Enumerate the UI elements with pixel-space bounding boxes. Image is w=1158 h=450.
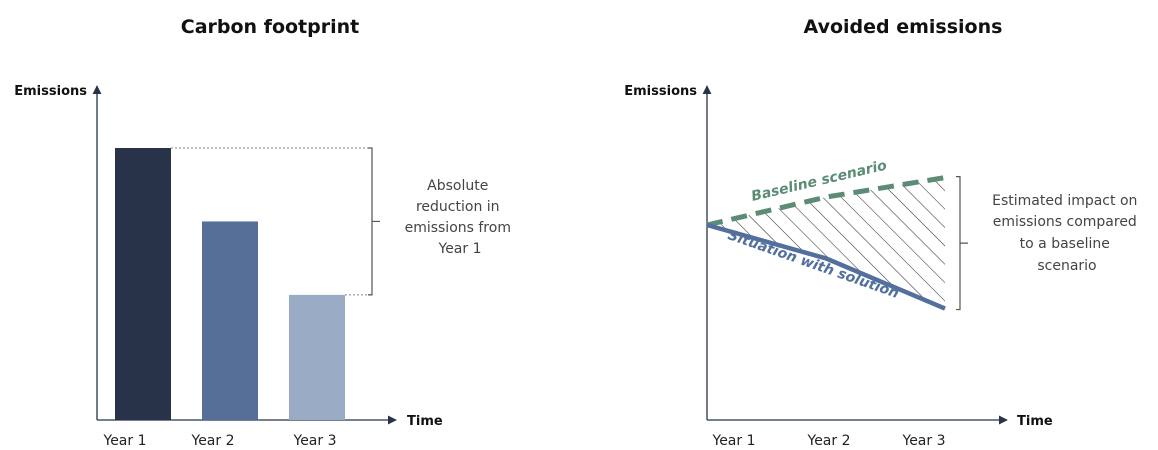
left-y-axis-label: Emissions [14, 84, 87, 99]
reduction-bracket [368, 147, 380, 296]
right-x-axis-label: Time [1017, 414, 1053, 429]
impact-annotation-line: to a baseline [1020, 236, 1110, 252]
carbon-footprint-title: Carbon footprint [181, 16, 359, 38]
impact-annotation-line: Estimated impact on [992, 193, 1137, 209]
avoided-emissions-chart: Avoided emissions Emissions Time Baselin… [624, 16, 1142, 449]
bar-1 [115, 148, 171, 420]
carbon-footprint-chart: Carbon footprint Emissions Time Year 1 Ye… [14, 16, 516, 449]
x-tick-label: Year 2 [807, 433, 851, 449]
reduction-annotation-line: Year 1 [438, 241, 482, 257]
x-tick-label: Year 1 [103, 433, 147, 449]
bar-2 [202, 221, 258, 420]
left-tick-labels: Year 1 Year 2 Year 3 [103, 433, 337, 449]
x-tick-label: Year 3 [293, 433, 337, 449]
reduction-annotation: Absolute reduction in emissions from Yea… [405, 178, 516, 257]
right-y-axis-label: Emissions [624, 84, 697, 99]
avoided-emissions-title: Avoided emissions [804, 16, 1003, 38]
x-tick-label: Year 1 [712, 433, 756, 449]
impact-annotation-line: scenario [1037, 258, 1096, 274]
bar-series [115, 148, 345, 420]
baseline-scenario-line [706, 175, 946, 228]
reduction-annotation-line: Absolute [427, 178, 488, 194]
right-tick-labels: Year 1 Year 2 Year 3 [712, 433, 946, 449]
impact-annotation: Estimated impact on emissions compared t… [992, 193, 1142, 274]
reduction-annotation-line: reduction in [416, 199, 500, 215]
avoided-emissions-area [707, 177, 945, 309]
reduction-annotation-line: emissions from [405, 220, 511, 236]
impact-annotation-line: emissions compared [993, 214, 1137, 230]
x-tick-label: Year 3 [902, 433, 946, 449]
bar-3 [289, 294, 345, 420]
left-x-axis-label: Time [407, 414, 443, 429]
solution-line [706, 222, 946, 311]
x-tick-label: Year 2 [191, 433, 235, 449]
impact-bracket [956, 176, 968, 311]
